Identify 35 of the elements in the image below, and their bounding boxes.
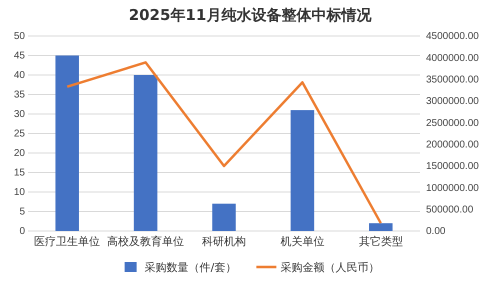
y-tick-label: 40	[14, 70, 26, 82]
y-tick-label: 5	[19, 206, 26, 218]
bar	[369, 223, 393, 231]
y-tick-label: 50	[14, 31, 26, 42]
bar	[212, 204, 236, 231]
legend-label: 采购数量（件/套）	[144, 261, 236, 274]
chart-title: 2025年11月纯水设备整体中标情况	[128, 6, 372, 24]
y2-tick-label: 1500000.00	[426, 161, 480, 172]
y2-tick-label: 3500000.00	[426, 74, 480, 86]
x-tick-label: 医疗卫生单位	[34, 234, 100, 248]
bar	[290, 110, 314, 231]
y2-tick-label: 2000000.00	[426, 140, 480, 151]
legend-label: 采购金额（人民币）	[280, 261, 380, 274]
x-tick-label: 其它类型	[358, 234, 403, 248]
y2-tick-label: 1000000.00	[426, 182, 480, 194]
y2-tick-label: 2500000.00	[426, 118, 480, 129]
y-tick-label: 30	[14, 109, 26, 120]
y-tick-label: 35	[14, 90, 26, 101]
x-tick-label: 机关单位	[280, 234, 324, 248]
y-tick-label: 15	[14, 168, 26, 179]
bar	[55, 56, 79, 231]
y2-tick-label: 4000000.00	[426, 52, 480, 64]
y2-tick-label: 500000.00	[426, 204, 474, 216]
y-tick-label: 25	[14, 128, 26, 140]
y2-tick-label: 4500000.00	[426, 31, 480, 42]
x-tick-label: 高校及教育单位	[107, 234, 184, 248]
line-series	[66, 61, 382, 224]
bar	[134, 75, 158, 231]
x-tick-label: 科研机构	[202, 236, 246, 248]
y-tick-label: 0	[19, 226, 26, 238]
y-tick-label: 45	[14, 50, 26, 62]
y-tick-label: 20	[14, 148, 26, 160]
y-tick-label: 10	[14, 187, 26, 198]
y2-tick-label: 0.00	[426, 226, 446, 238]
y2-tick-label: 3000000.00	[426, 96, 480, 108]
